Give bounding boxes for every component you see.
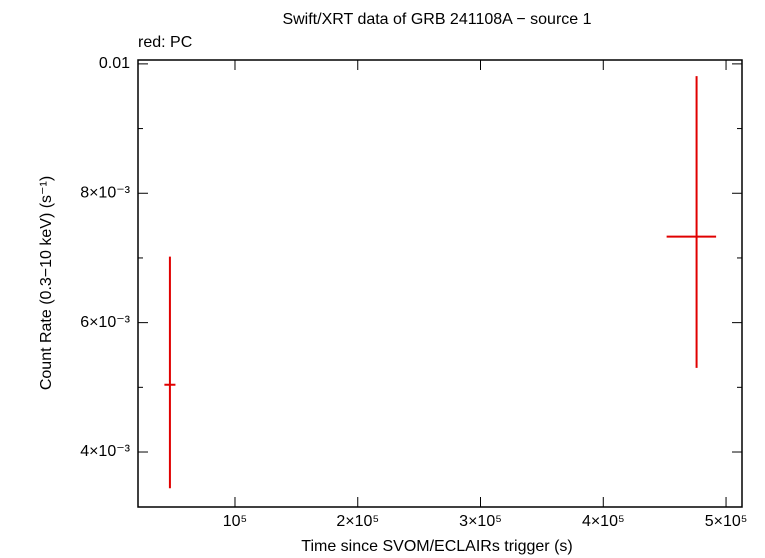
x-tick-label: 4×10⁵ [582, 513, 625, 530]
plot-frame [137, 59, 743, 508]
x-tick-label: 3×10⁵ [459, 513, 502, 530]
x-axis-label: Time since SVOM/ECLAIRs trigger (s) [301, 538, 572, 555]
y-tick-label: 4×10⁻³ [80, 443, 130, 460]
y-tick-label: 8×10⁻³ [80, 184, 130, 201]
y-axis-label: Count Rate (0.3−10 keV) (s⁻¹) [38, 176, 55, 390]
x-tick-label: 5×10⁵ [705, 513, 748, 530]
annotation: red: PC [138, 34, 192, 51]
x-tick-label: 2×10⁵ [336, 513, 379, 530]
y-tick-label: 6×10⁻³ [80, 314, 130, 331]
chart-title: Swift/XRT data of GRB 241108A − source 1 [282, 11, 591, 28]
x-tick-label: 10⁵ [223, 513, 247, 530]
y-tick-label: 0.01 [99, 55, 130, 72]
